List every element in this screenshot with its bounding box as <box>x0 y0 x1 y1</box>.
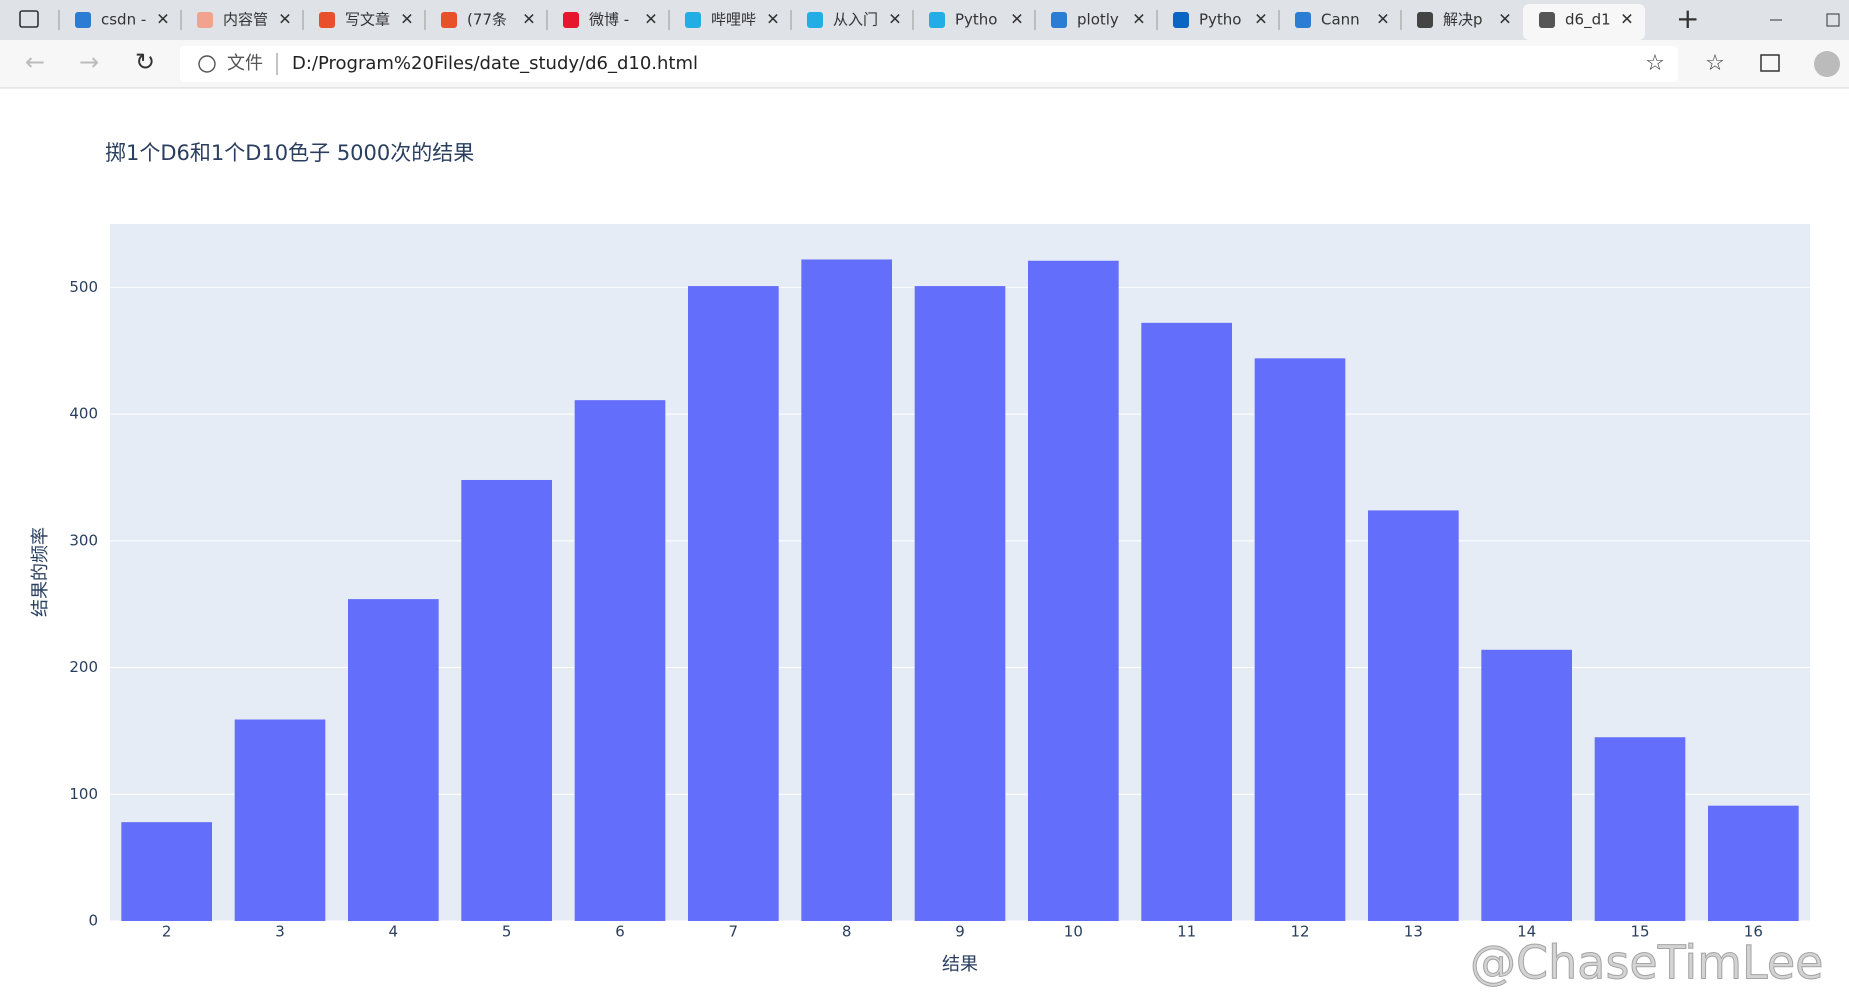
y-tick-label: 100 <box>69 785 98 803</box>
tab-icon <box>1173 12 1189 28</box>
tab-icon <box>197 12 213 28</box>
watermark: @ChaseTimLee <box>1470 936 1823 990</box>
collections[interactable] <box>1760 54 1780 72</box>
bar <box>1254 358 1346 921</box>
tab-close[interactable]: ✕ <box>644 10 657 29</box>
x-tick-label: 2 <box>162 923 172 941</box>
tab-icon <box>1295 12 1311 28</box>
bar <box>121 822 212 921</box>
tab-title[interactable]: Pytho <box>1199 11 1242 29</box>
bar <box>1141 322 1232 921</box>
x-tick-label: 7 <box>729 923 739 941</box>
bar <box>688 286 779 921</box>
x-tick-label: 5 <box>502 923 512 941</box>
bar <box>574 400 666 922</box>
tab-close[interactable]: ✕ <box>1376 10 1389 29</box>
y-axis-title: 结果的频率 <box>30 527 51 617</box>
bar <box>1481 649 1572 921</box>
x-tick-label: 9 <box>955 923 965 941</box>
tab-icon <box>1417 12 1433 28</box>
bar <box>1594 737 1686 921</box>
bar <box>461 479 552 921</box>
chart-title: 掷1个D6和1个D10色子 5000次的结果 <box>105 141 474 165</box>
address-label: 文件 <box>227 53 263 74</box>
tab-icon <box>563 12 579 28</box>
back[interactable]: ← <box>25 48 45 76</box>
reload[interactable]: ↻ <box>135 48 155 76</box>
tab-title[interactable]: plotly <box>1077 11 1119 29</box>
bar <box>1368 510 1459 921</box>
bar <box>1028 260 1119 921</box>
tab-title[interactable]: 哔哩哔 <box>711 11 756 29</box>
tab-close[interactable]: ✕ <box>1498 10 1511 29</box>
x-tick-label: 6 <box>615 923 625 941</box>
tab-icon <box>1539 12 1555 28</box>
tab-icon <box>319 12 335 28</box>
tab-title[interactable]: 写文章 <box>345 11 390 29</box>
tab-close[interactable]: ✕ <box>400 10 413 29</box>
y-tick-label: 500 <box>69 278 98 296</box>
x-tick-label: 13 <box>1404 923 1423 941</box>
tab-title[interactable]: Cann <box>1321 11 1360 29</box>
tab-close[interactable]: ✕ <box>766 10 779 29</box>
tab-close[interactable]: ✕ <box>278 10 291 29</box>
tab-title[interactable]: csdn - <box>101 11 146 29</box>
tab-actions[interactable] <box>19 10 39 28</box>
tab-icon <box>441 12 457 28</box>
y-tick-label: 300 <box>69 531 98 549</box>
favorite[interactable]: ☆ <box>1645 51 1665 76</box>
tab-close[interactable]: ✕ <box>522 10 535 29</box>
x-tick-label: 4 <box>389 923 399 941</box>
tab-icon <box>75 12 91 28</box>
tab-title[interactable]: d6_d1 <box>1565 11 1611 30</box>
url[interactable]: D:/Program%20Files/date_study/d6_d10.htm… <box>292 53 698 74</box>
profile[interactable] <box>1814 51 1840 77</box>
bar <box>348 599 439 921</box>
x-tick-label: 8 <box>842 923 852 941</box>
tab-close[interactable]: ✕ <box>888 10 901 29</box>
tab-title[interactable]: Pytho <box>955 11 998 29</box>
tab-title[interactable]: 解决p <box>1443 11 1483 29</box>
tab-title[interactable]: 微博 - <box>589 11 629 29</box>
y-tick-label: 400 <box>69 405 98 423</box>
tab-close[interactable]: ✕ <box>1620 10 1633 29</box>
tab-icon <box>685 12 701 28</box>
maximize[interactable] <box>1826 13 1840 27</box>
info-icon[interactable] <box>198 55 216 73</box>
bar <box>914 286 1006 921</box>
bar <box>801 259 892 921</box>
x-tick-label: 11 <box>1177 923 1196 941</box>
tab-title[interactable]: 内容管 <box>223 11 268 29</box>
address-bar[interactable] <box>180 46 1678 82</box>
x-tick-label: 3 <box>275 923 285 941</box>
x-tick-label: 15 <box>1630 923 1649 941</box>
tab-close[interactable]: ✕ <box>1132 10 1145 29</box>
tab-icon <box>807 12 823 28</box>
new-tab[interactable]: + <box>1676 2 1699 35</box>
x-tick-label: 14 <box>1517 923 1536 941</box>
forward[interactable]: → <box>79 48 99 76</box>
tab-icon <box>1051 12 1067 28</box>
tab-close[interactable]: ✕ <box>156 10 169 29</box>
tab-title[interactable]: (77条 <box>467 11 507 29</box>
x-axis-title: 结果 <box>942 954 978 975</box>
favorites[interactable]: ☆ <box>1705 51 1725 76</box>
tab-close[interactable]: ✕ <box>1010 10 1023 29</box>
tab-icon <box>929 12 945 28</box>
y-tick-label: 200 <box>69 658 98 676</box>
tab-title[interactable]: 从入门 <box>833 11 878 29</box>
x-tick-label: 10 <box>1064 923 1083 941</box>
y-tick-label: 0 <box>88 912 98 930</box>
x-tick-label: 16 <box>1744 923 1763 941</box>
bar <box>234 719 326 921</box>
x-tick-label: 12 <box>1290 923 1309 941</box>
tab-close[interactable]: ✕ <box>1254 10 1267 29</box>
bar <box>1708 805 1799 921</box>
